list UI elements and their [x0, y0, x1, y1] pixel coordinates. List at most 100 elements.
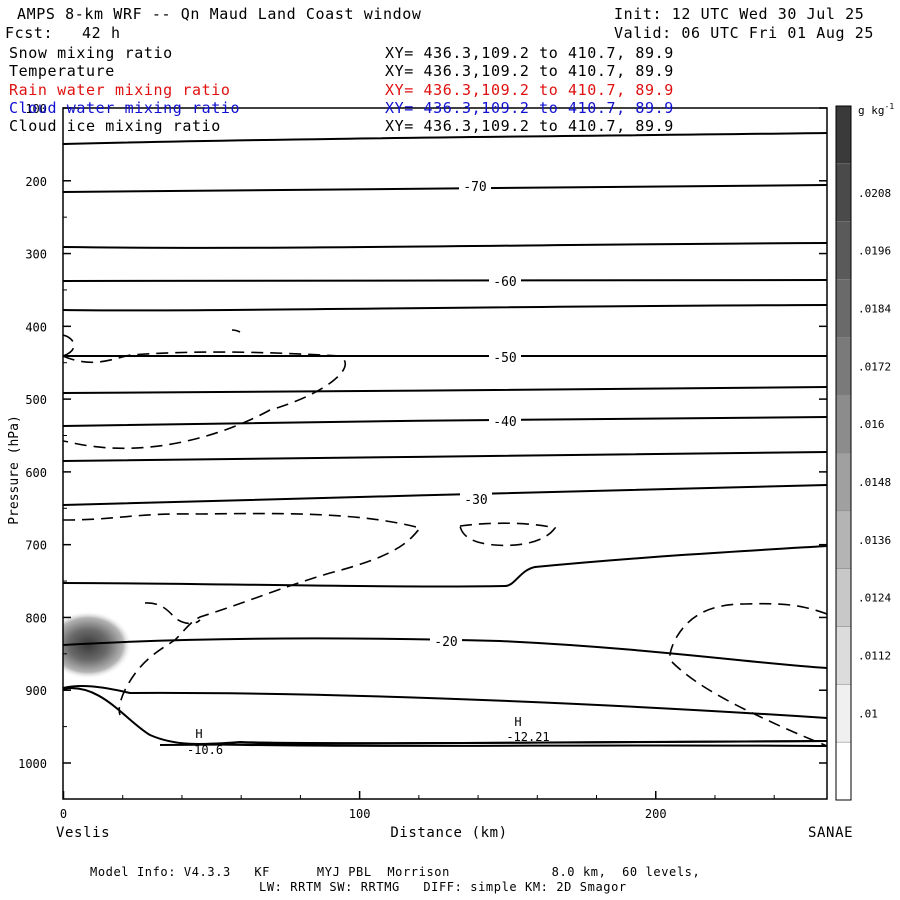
temp-contour [63, 684, 827, 719]
ice-contour [459, 522, 557, 547]
ice-contour [231, 329, 241, 333]
ice-contour [63, 334, 75, 357]
x-tick-label: 0 [60, 807, 67, 821]
chart-title: AMPS 8-km WRF -- Qn Maud Land Coast wind… [17, 5, 422, 23]
colorbar: .0208 .0196 .0184 .0172 .016 .0148 .0136 .0124.… [835, 105, 891, 801]
init-time: Init: 12 UTC Wed 30 Jul 25 [614, 5, 865, 23]
temp-contour [63, 386, 827, 394]
temp-contour [63, 354, 827, 358]
colorbar-tick-label: .0148 [858, 476, 891, 489]
contour-label: -30 [464, 493, 487, 508]
colorbar-segment [835, 741, 852, 801]
high-value: -10.6 [187, 743, 223, 757]
colorbar-segment [835, 163, 852, 222]
contour-label: -50 [493, 351, 516, 366]
contour-label-bg [489, 273, 521, 287]
contour-label: -20 [434, 635, 457, 650]
field-label: Rain water mixing ratio [9, 80, 231, 99]
valid-time: Valid: 06 UTC Fri 01 Aug 25 [614, 24, 875, 42]
y-tick-label: 1000 [18, 757, 47, 771]
colorbar-tick-label: .0208 [858, 187, 891, 200]
field-xy-range: XY= 436.3,109.2 to 410.7, 89.9 [385, 98, 674, 117]
field-xy-range: XY= 436.3,109.2 to 410.7, 89.9 [385, 44, 674, 62]
x-axis: 0 100 200 [60, 791, 775, 821]
colorbar-segment [835, 452, 852, 512]
colorbar-tick-label: .0172 [858, 360, 891, 373]
ice-contour [63, 351, 347, 450]
y-tick-label: 300 [25, 248, 47, 262]
y-axis-label: Pressure (hPa) [7, 415, 22, 525]
y-tick-label: 400 [25, 320, 47, 334]
field-xy-range: XY= 436.3,109.2 to 410.7, 89.9 [385, 80, 674, 99]
field-label: Temperature [9, 62, 115, 81]
temp-contour [63, 687, 827, 745]
colorbar-segment [835, 568, 852, 627]
colorbar-segment [835, 510, 852, 569]
colorbar-segment [835, 337, 852, 396]
temp-contour [63, 279, 827, 282]
high-value: -12.21 [506, 730, 549, 744]
temp-contour [63, 484, 827, 506]
y-tick-label: 800 [25, 611, 47, 625]
field-label: Cloud ice mixing ratio [9, 117, 221, 136]
y-axis: 100 200 300 400 500 600 700 800 900 1000 [18, 102, 827, 771]
colorbar-segment [835, 221, 852, 280]
field-xy-range: XY= 436.3,109.2 to 410.7, 89.9 [385, 117, 674, 136]
forecast-hour: Fcst: 42 h [5, 24, 121, 42]
temp-contour [63, 451, 827, 462]
temp-contour [63, 184, 827, 193]
snow-max-shading [63, 611, 132, 679]
temp-contour [63, 132, 827, 145]
contour-label: -60 [493, 275, 516, 290]
temp-contour [63, 545, 827, 588]
temp-contour [63, 242, 827, 249]
contour-label-bg [460, 491, 492, 505]
colorbar-units-text: g kg [858, 104, 885, 117]
x-tick-label: 200 [645, 807, 667, 821]
field-label: Cloud water mixing ratio [9, 98, 241, 117]
colorbar-tick-label: .0124 [858, 592, 891, 605]
contour-labels: -70-60-50-40-30-20H-10.6H-12.21 [187, 178, 550, 757]
high-marker: H [195, 727, 202, 741]
plot-frame [62, 107, 828, 800]
ice-contour [144, 602, 201, 625]
colorbar-segment [835, 394, 852, 454]
colorbar-segment [835, 684, 852, 743]
colorbar-segment [835, 626, 852, 685]
ice-contour [63, 512, 422, 716]
ice-contour [669, 602, 827, 747]
colorbar-segment [835, 105, 852, 165]
temp-contour [199, 743, 827, 747]
y-tick-label: 700 [25, 539, 47, 553]
contour-label: -70 [463, 180, 486, 195]
temp-contour [63, 304, 827, 312]
footer-physics-info: LW: RRTM SW: RRTMG DIFF: simple KM: 2D S… [259, 880, 627, 894]
x-left-endpoint: Veslis [56, 825, 110, 841]
y-tick-label: 200 [25, 175, 47, 189]
field-xy-range: XY= 436.3,109.2 to 410.7, 89.9 [385, 62, 674, 81]
y-tick-label: 900 [25, 684, 47, 698]
x-tick-label: 100 [349, 807, 371, 821]
colorbar-tick-label: .0184 [858, 302, 891, 315]
contour-label-bg [430, 633, 462, 647]
x-axis-label: Distance (km) [390, 825, 507, 841]
colorbar-frame [835, 105, 852, 801]
colorbar-tick-label: .016 [858, 418, 885, 431]
colorbar-tick-label: .0196 [858, 245, 891, 258]
contour-label-bg [489, 349, 521, 363]
temp-contour [63, 416, 827, 427]
colorbar-segment [835, 279, 852, 338]
contour-label: -40 [493, 415, 516, 430]
y-tick-label: 600 [25, 466, 47, 480]
colorbar-tick-label: .0136 [858, 534, 891, 547]
y-tick-label: 100 [25, 102, 47, 116]
high-marker: H [514, 715, 521, 729]
x-right-endpoint: SANAE [808, 825, 853, 841]
temp-contour [63, 637, 827, 669]
colorbar-tick-label: .0112 [858, 649, 891, 662]
colorbar-units-sup: -1 [885, 102, 895, 111]
y-tick-label: 500 [25, 393, 47, 407]
field-label: Snow mixing ratio [9, 44, 173, 62]
contour-label-bg [459, 178, 491, 192]
